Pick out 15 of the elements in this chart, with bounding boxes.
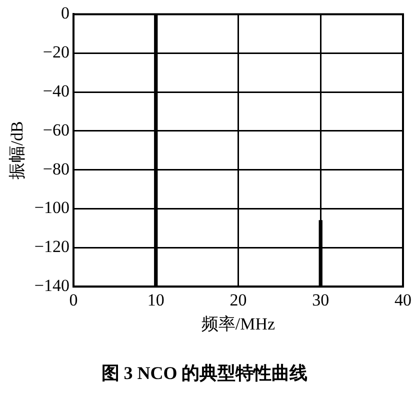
y-tick-label: −40 (42, 81, 70, 100)
y-tick-label: −20 (42, 42, 70, 62)
y-axis-title: 振幅/dB (8, 121, 27, 180)
y-tick-label: −100 (34, 198, 70, 218)
x-tick-label: 10 (147, 290, 164, 310)
x-tick-label: 40 (394, 290, 412, 310)
x-tick-label: 30 (312, 290, 330, 310)
y-tick-label: −60 (42, 120, 70, 140)
y-tick-label: −140 (34, 276, 70, 296)
y-tick-label: 0 (60, 4, 70, 23)
y-tick-label: −120 (34, 237, 70, 256)
x-axis-title: 频率/MHz (201, 314, 276, 334)
text: 图 3 NCO 的典型特性曲线 (101, 362, 308, 383)
y-tick-label: −80 (42, 159, 70, 178)
x-tick-label: 20 (230, 290, 247, 310)
